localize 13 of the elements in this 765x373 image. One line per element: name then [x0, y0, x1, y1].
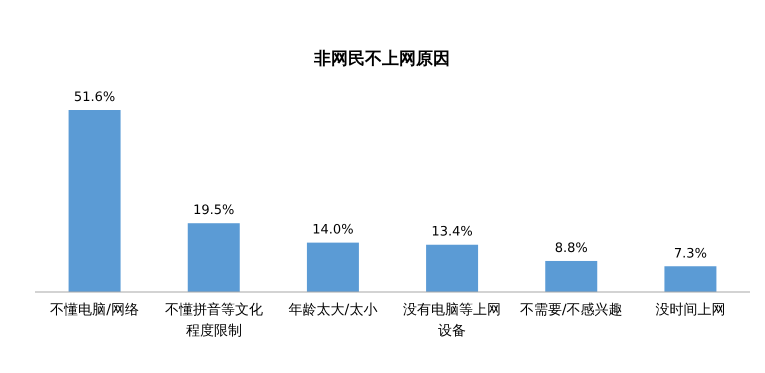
data-label: 14.0% [312, 222, 354, 238]
data-label: 8.8% [554, 240, 588, 256]
x-tick-label: 不懂电脑/网络 [50, 302, 139, 318]
x-tick-label: 不懂拼音等文化程度限制 [164, 302, 263, 339]
data-label: 7.3% [674, 246, 707, 262]
x-tick-label: 没有电脑等上网设备 [403, 302, 502, 339]
x-tick-label: 年龄太大/太小 [288, 302, 378, 318]
chart-title: 非网民不上网原因 [313, 49, 450, 69]
data-label: 13.4% [431, 224, 473, 240]
data-label: 51.6% [74, 90, 116, 105]
data-label: 19.5% [193, 203, 234, 218]
x-tick-label: 没时间上网 [655, 302, 726, 318]
x-tick-label: 不需要/不感兴趣 [520, 302, 623, 318]
